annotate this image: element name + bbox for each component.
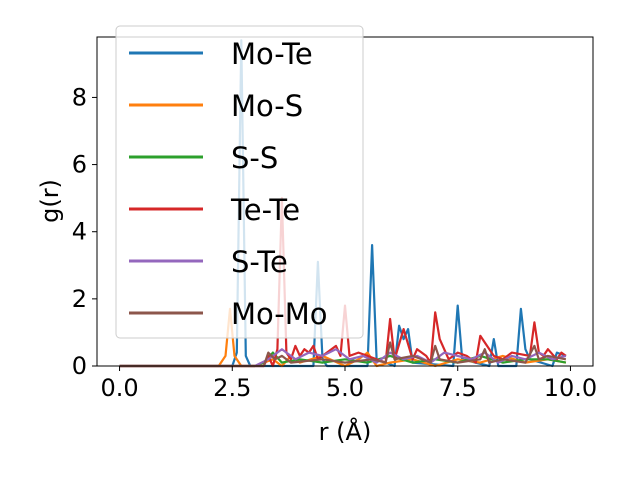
x-tick-label: 7.5 <box>439 374 477 402</box>
x-axis: 0.0 2.5 5.0 7.5 10.0 <box>100 366 597 402</box>
legend-label-mo-te: Mo-Te <box>231 37 313 71</box>
y-axis-label: g(r) <box>36 179 64 223</box>
y-tick-label: 6 <box>72 151 87 179</box>
legend-box <box>115 25 364 339</box>
series-line-mo-mo <box>119 341 567 368</box>
legend-label-s-s: S-S <box>231 141 278 175</box>
x-tick-label: 0.0 <box>100 374 138 402</box>
y-tick-label: 8 <box>72 83 87 111</box>
series-line-s-te <box>119 348 567 368</box>
y-tick-label: 4 <box>72 218 87 246</box>
y-axis: 0 2 4 6 8 <box>72 83 97 380</box>
x-tick-label: 2.5 <box>213 374 251 402</box>
legend-label-mo-mo: Mo-Mo <box>231 297 328 331</box>
series-line-te-te <box>119 197 567 368</box>
legend-label-te-te: Te-Te <box>230 193 300 227</box>
legend-label-mo-s: Mo-S <box>231 89 303 123</box>
y-tick-label: 2 <box>72 285 87 313</box>
legend-entries: Mo-Te Mo-S S-S Te-Te S-Te Mo-Mo <box>129 37 328 331</box>
x-axis-label: r (Å) <box>319 417 372 446</box>
legend: Mo-Te Mo-S S-S Te-Te S-Te Mo-Mo <box>115 25 364 339</box>
x-tick-label: 10.0 <box>544 374 597 402</box>
legend-label-s-te: S-Te <box>231 245 288 279</box>
x-tick-label: 5.0 <box>326 374 364 402</box>
y-tick-label: 0 <box>72 352 87 380</box>
